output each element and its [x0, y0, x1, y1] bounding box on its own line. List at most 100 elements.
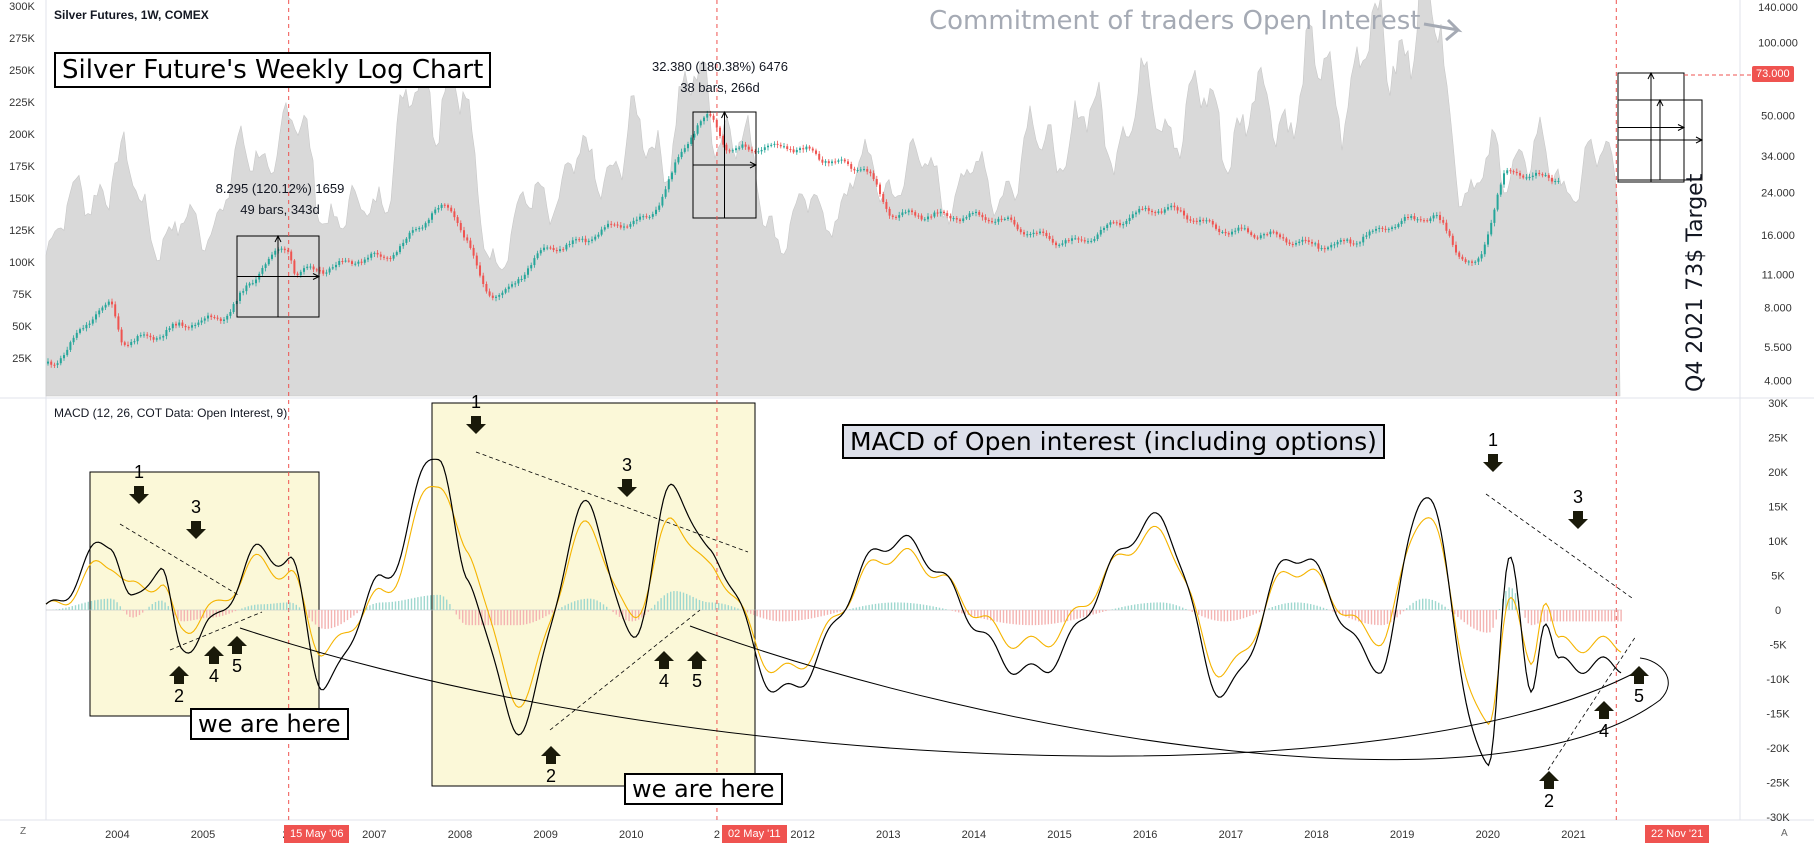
histogram-bar [542, 610, 544, 618]
candle-body [1083, 240, 1086, 242]
candle-body [1499, 184, 1502, 195]
candle-body [671, 172, 673, 180]
macd-title-annotation[interactable]: MACD of Open interest (including options… [842, 424, 1385, 459]
candle-body [1087, 241, 1089, 243]
date-marker-tag-2006[interactable]: 15 May '06 [284, 825, 350, 843]
histogram-bar [103, 598, 105, 610]
date-marker-tag-2021[interactable]: 22 Nov '21 [1645, 825, 1710, 843]
candle-body [613, 224, 616, 226]
target-annotation[interactable]: Q4 2021 73$ Target [1683, 173, 1708, 392]
candle-body [984, 217, 987, 220]
candle-body [267, 258, 270, 265]
histogram-bar [1562, 610, 1565, 622]
symbol-label[interactable]: Silver Futures, 1W, COMEX [54, 8, 209, 22]
candle-body [1157, 211, 1160, 213]
histogram-bar [129, 610, 131, 617]
candle-body [1355, 243, 1358, 245]
macd-tick-label: 15K [1768, 502, 1788, 514]
main-chart-title-annotation[interactable]: Silver Future's Weekly Log Chart [54, 52, 492, 88]
histogram-bar [910, 603, 912, 610]
histogram-bar [55, 609, 57, 610]
candle-body [1352, 243, 1355, 245]
histogram-bar [567, 603, 569, 610]
candle-body [1365, 235, 1368, 237]
auto-scale-corner-label[interactable]: A [1781, 828, 1788, 839]
price-range-measure-1[interactable]: 8.295 (120.12%) 1659 49 bars, 343d [200, 178, 360, 220]
histogram-bar [894, 602, 896, 610]
candle-body [191, 325, 193, 328]
we-are-here-annotation-2[interactable]: we are here [624, 773, 783, 805]
candle-body [306, 266, 309, 269]
histogram-bar [433, 594, 435, 610]
candle-body [223, 319, 225, 321]
histogram-bar [122, 610, 125, 611]
candle-body [696, 125, 699, 134]
candle-body [325, 272, 328, 274]
histogram-bar [190, 610, 192, 621]
candle-body [1445, 222, 1448, 231]
histogram-bar [68, 606, 70, 610]
candle-body [360, 261, 363, 263]
histogram-bar [839, 610, 841, 612]
candle-body [1461, 256, 1464, 260]
price-range-measure-2[interactable]: 32.380 (180.38%) 6476 38 bars, 266d [640, 56, 800, 98]
macd-indicator-label[interactable]: MACD (12, 26, COT Data: Open Interest, 9… [54, 406, 288, 420]
histogram-bar [1620, 610, 1622, 622]
target-price-tag[interactable]: 73.000 [1752, 66, 1794, 82]
time-tick-label: 2012 [790, 829, 814, 841]
histogram-bar [94, 600, 96, 610]
wave-marker-8: 3 [617, 455, 637, 497]
date-marker-tag-2011[interactable]: 02 May '11 [722, 825, 787, 843]
target-measure-box-b-arrow-right [1695, 136, 1704, 144]
trendline-2004-lower [169, 611, 263, 651]
histogram-bar [263, 604, 265, 610]
highlight-box-2004 [89, 471, 320, 717]
wave-label: 5 [1634, 686, 1644, 706]
candle-body [1250, 232, 1253, 235]
macd-axis: 30K 25K 20K 15K 10K 5K 0 -5K -10K -15K -20K -25K -30… [1766, 398, 1790, 824]
candle-body [914, 212, 917, 216]
histogram-bar [193, 610, 195, 621]
candle-body [1141, 208, 1144, 210]
candle-body [303, 268, 305, 272]
candle-body [280, 248, 283, 250]
candle-body [856, 170, 859, 172]
candle-body [632, 220, 635, 225]
candle-body [344, 260, 347, 262]
candle-body [789, 149, 792, 151]
histogram-bar [823, 610, 825, 616]
candle-body [728, 150, 731, 152]
timezone-corner-label[interactable]: Z [20, 826, 27, 837]
candle-body [1237, 227, 1240, 231]
candle-body [1391, 227, 1393, 229]
histogram-bar [1598, 610, 1600, 622]
candle-body [1506, 170, 1509, 174]
candle-body [408, 232, 411, 239]
candle-body [1240, 227, 1243, 229]
candle-body [520, 278, 523, 280]
candle-body [290, 251, 293, 261]
wave-label: 4 [659, 671, 669, 691]
wave-arrow-icon [1594, 701, 1614, 719]
candle-body [1442, 220, 1445, 223]
open-interest-tick-label: 150K [9, 193, 35, 205]
we-are-here-annotation-1[interactable]: we are here [190, 708, 349, 740]
histogram-bar [225, 610, 227, 615]
candle-body [1439, 215, 1441, 221]
histogram-bar [282, 602, 285, 610]
wave-arrow-icon [1629, 666, 1649, 684]
histogram-bar [1239, 610, 1241, 620]
candle-body [1275, 232, 1278, 235]
candle-body [703, 117, 705, 122]
histogram-bar [142, 610, 144, 613]
macd-tick-label: 25K [1768, 433, 1788, 445]
histogram-bar [727, 605, 729, 610]
candle-body [594, 236, 597, 240]
candle-body [146, 334, 149, 336]
candle-body [319, 270, 321, 272]
wave-arrow-icon [466, 416, 486, 434]
histogram-bar [686, 593, 688, 610]
candle-body [1285, 238, 1288, 243]
histogram-bar [1214, 610, 1216, 621]
